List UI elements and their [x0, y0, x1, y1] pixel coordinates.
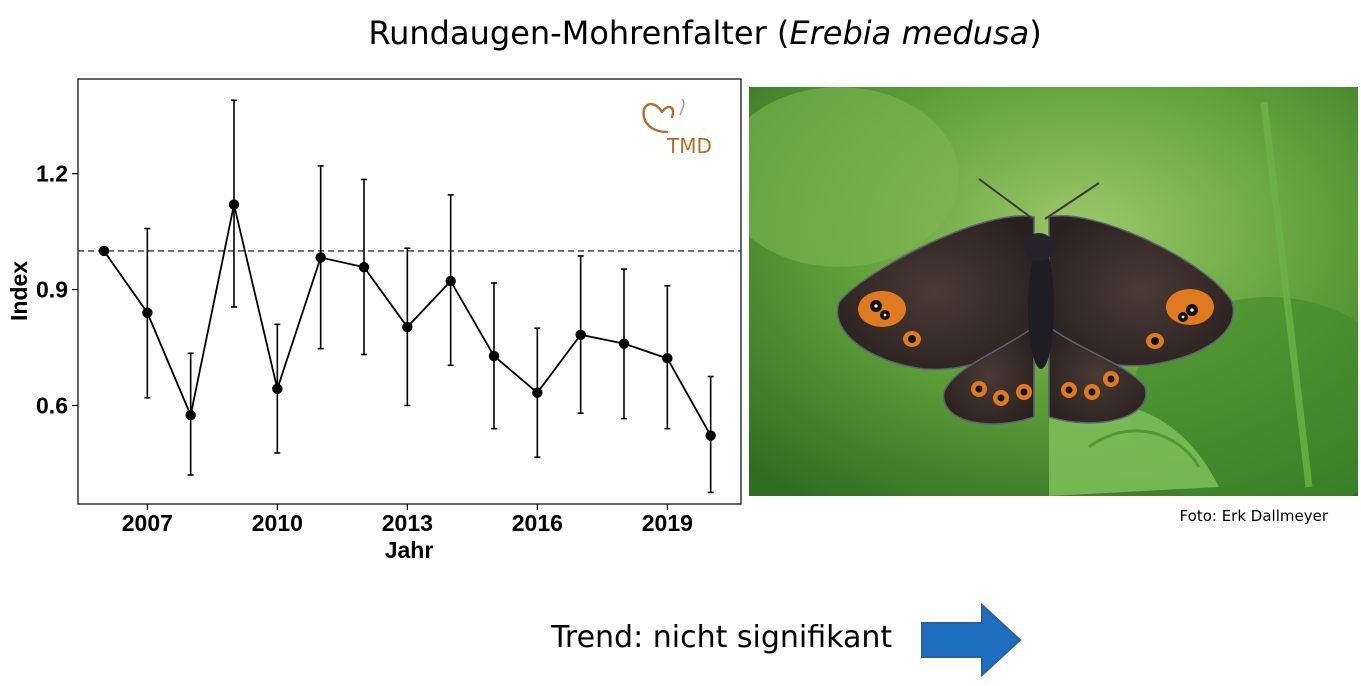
data-point [228, 199, 240, 210]
data-point [575, 329, 586, 340]
data-point [532, 387, 543, 398]
x-tick-label: 2010 [252, 510, 303, 536]
photo-credit: Foto: Erk Dallmeyer [1179, 507, 1328, 525]
title-main: Rundaugen-Mohrenfalter ( [368, 14, 790, 52]
title-species: Erebia medusa [789, 14, 1030, 52]
data-point [705, 430, 716, 441]
data-point [98, 245, 110, 257]
index-chart: 2007 2010 2013 2016 2019 0.6 0.9 1.2 Jahr Inde… [6, 78, 742, 563]
data-point [272, 383, 283, 395]
title-close: ) [1029, 14, 1042, 52]
slide-title: Rundaugen-Mohrenfalter (Erebia medusa) [0, 14, 1361, 52]
data-point [445, 275, 456, 287]
x-tick-label: 2007 [122, 510, 173, 536]
butterfly-photo-icon [749, 87, 1358, 496]
butterfly-photo [749, 87, 1358, 496]
x-axis-label: Jahr [385, 537, 434, 563]
data-point [618, 338, 630, 349]
y-tick-label: 1.2 [36, 161, 68, 187]
tmd-logo: TMD [642, 98, 712, 158]
data-point [662, 353, 673, 364]
y-tick-label: 0.9 [36, 277, 68, 303]
x-tick-label: 2013 [382, 510, 433, 536]
butterfly-logo-antenna-icon [679, 98, 685, 116]
data-point [488, 350, 500, 362]
butterfly-logo-icon [642, 102, 675, 134]
data-point [402, 321, 413, 333]
data-point [142, 307, 153, 318]
y-axis-label: Index [6, 261, 32, 321]
x-tick-label: 2019 [642, 510, 693, 536]
x-tick-label: 2016 [512, 510, 563, 536]
trend-arrow-icon [921, 603, 1022, 677]
logo-text: TMD [666, 134, 712, 158]
y-tick-label: 0.6 [36, 392, 68, 418]
data-point [315, 252, 326, 263]
plot-frame [77, 78, 742, 505]
data-point [185, 409, 196, 421]
data-point [358, 261, 370, 273]
trend-label: Trend: nicht signifikant [551, 620, 893, 655]
